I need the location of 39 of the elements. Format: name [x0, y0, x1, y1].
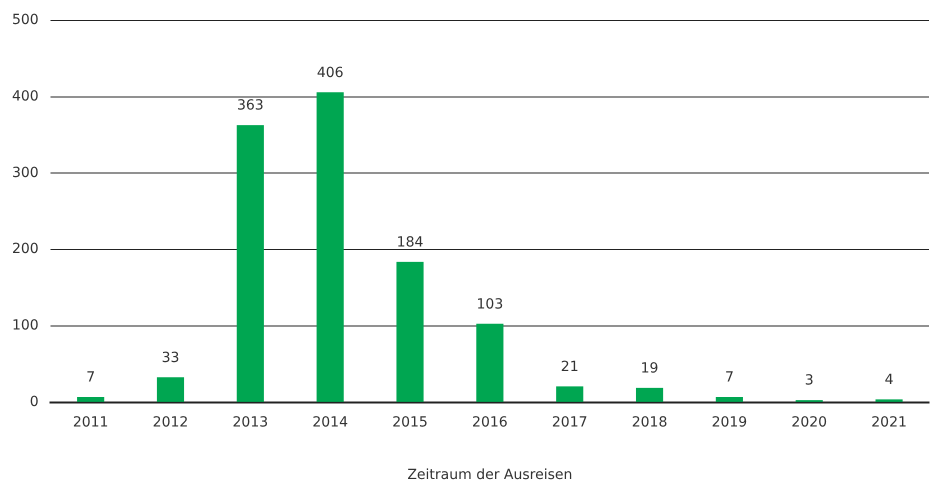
bar	[156, 377, 184, 402]
x-tick-label: 2015	[392, 414, 428, 430]
data-label: 7	[86, 370, 96, 386]
bar	[556, 386, 584, 402]
data-label: 406	[316, 64, 344, 81]
x-tick-label: 2017	[552, 414, 588, 430]
data-label: 184	[396, 234, 424, 250]
bar	[77, 397, 104, 402]
y-tick-label: 200	[12, 241, 39, 258]
bar	[476, 324, 504, 402]
y-tick-label: 400	[12, 88, 39, 104]
x-tick-label: 2018	[632, 414, 668, 430]
x-tick-label: 2021	[871, 414, 907, 430]
bar	[876, 399, 903, 402]
data-label: 363	[236, 98, 264, 114]
x-axis-title: Zeitraum der Ausreisen	[407, 467, 572, 484]
data-label: 19	[640, 360, 658, 377]
data-label: 7	[724, 370, 734, 386]
bar	[396, 262, 424, 402]
x-tick-label: 2020	[791, 414, 828, 430]
data-label: 33	[162, 350, 180, 366]
y-tick-label: 100	[12, 318, 39, 334]
data-label: 103	[476, 296, 504, 312]
x-tick-label: 2012	[152, 414, 188, 430]
data-label: 21	[560, 358, 579, 375]
bar	[236, 125, 264, 402]
y-tick-label: 0	[30, 394, 39, 410]
data-label: 3	[804, 372, 814, 389]
y-tick-label: 500	[12, 12, 39, 28]
x-tick-label: 2013	[232, 414, 268, 430]
x-tick-label: 2016	[472, 414, 508, 430]
bar	[716, 397, 743, 402]
bar	[316, 92, 344, 402]
x-tick-label: 2014	[312, 414, 348, 430]
data-label: 4	[884, 372, 894, 388]
bar	[636, 388, 664, 402]
y-tick-label: 300	[12, 164, 39, 181]
x-tick-label: 2019	[712, 414, 748, 430]
x-tick-label: 2011	[72, 414, 108, 430]
